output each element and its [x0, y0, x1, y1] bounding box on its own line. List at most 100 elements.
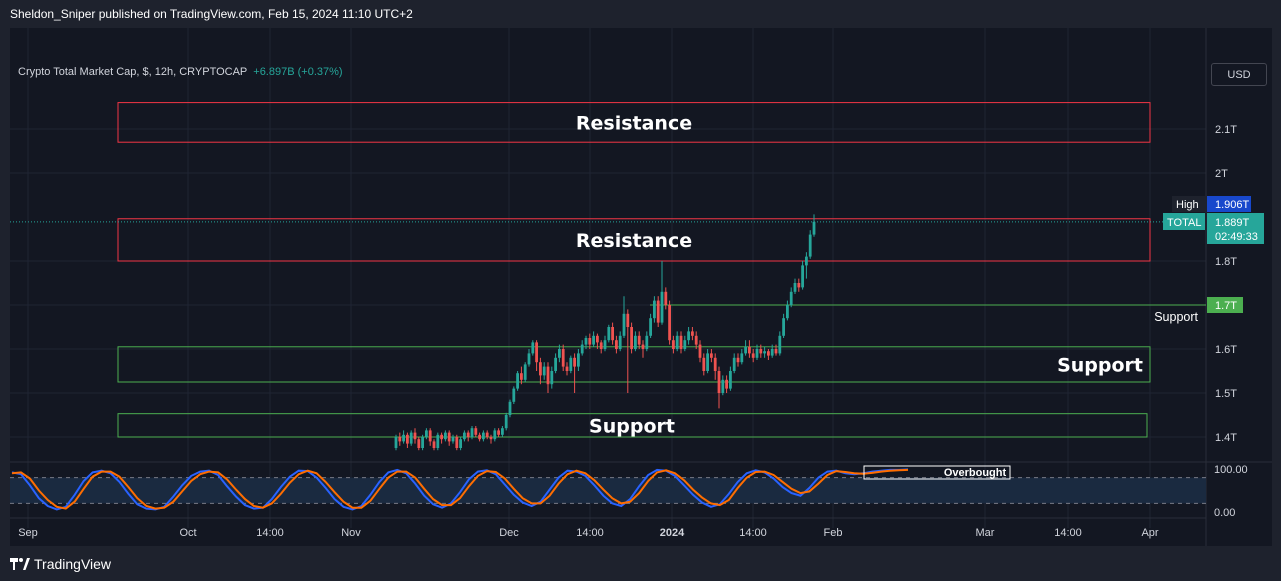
last-price-text: 1.889T [1215, 217, 1250, 229]
support-price-tag [1207, 297, 1243, 313]
candle [744, 346, 747, 354]
candle [793, 283, 797, 292]
candle [656, 300, 660, 323]
candle [698, 344, 702, 358]
candle [542, 366, 546, 376]
candle [641, 344, 645, 349]
candle [535, 342, 538, 363]
candle [501, 428, 504, 435]
candle [687, 331, 690, 341]
candle [789, 291, 793, 305]
candle [447, 432, 451, 442]
candle [797, 283, 801, 288]
candle [626, 313, 630, 327]
candle [432, 441, 436, 448]
candle [417, 439, 421, 448]
candle [683, 340, 687, 349]
candle [398, 437, 402, 442]
price-tick-label: 1.5T [1215, 388, 1237, 400]
candle [516, 373, 519, 389]
candle [444, 432, 447, 440]
stoch-tick-label: 100.00 [1214, 464, 1248, 476]
candle [649, 318, 652, 336]
candle [523, 364, 527, 380]
time-tick-label: Dec [499, 527, 519, 539]
time-tick-label: 14:00 [576, 527, 604, 539]
candle [801, 265, 804, 288]
candle [672, 340, 675, 349]
candle [622, 313, 626, 336]
candle [436, 434, 440, 448]
candle [611, 327, 614, 341]
candle [675, 335, 679, 349]
candle [713, 357, 717, 371]
candle [721, 379, 725, 393]
candle [740, 353, 744, 363]
chart-area[interactable] [10, 28, 1272, 546]
symbol-title[interactable]: Crypto Total Market Cap, $, 12h, CRYPTOC… [18, 66, 248, 78]
candle [508, 401, 512, 415]
candle [660, 291, 664, 323]
zone-label-0: Resistance [576, 112, 692, 134]
price-chart[interactable]: Resistance Resistance Support Support Suppor… [0, 0, 1281, 546]
candle [805, 256, 808, 266]
candle [736, 357, 740, 363]
candle [607, 327, 611, 341]
candle [763, 351, 766, 354]
candle [558, 349, 561, 358]
candle [664, 291, 668, 305]
candle [691, 331, 694, 336]
candle [478, 434, 481, 440]
candle [755, 349, 759, 358]
candle [782, 318, 785, 336]
price-tick-label: 2T [1215, 168, 1228, 180]
candle [702, 357, 706, 371]
candle [786, 305, 789, 319]
high-price-text: 1.906T [1215, 199, 1250, 211]
candle [474, 428, 478, 435]
time-tick-label: 14:00 [1054, 527, 1082, 539]
time-tick-label: Apr [1141, 527, 1158, 539]
brand-label: TradingView [34, 556, 112, 572]
candle [618, 335, 622, 349]
candle [565, 366, 569, 371]
stoch-d-line [11, 468, 909, 510]
zone-support-2 [117, 346, 1151, 383]
candle [812, 221, 816, 235]
candle [592, 335, 595, 345]
chart-legend: Crypto Total Market Cap, $, 12h, CRYPTOC… [18, 66, 343, 78]
tradingview-brand[interactable]: TradingView [10, 556, 111, 572]
support-line-label: Support [1154, 310, 1198, 324]
zone-label-1: Resistance [576, 230, 692, 252]
overbought-label: Overbought [944, 467, 1007, 479]
candle [603, 340, 607, 349]
zone-label-2: Support [1057, 354, 1143, 376]
candle [463, 432, 466, 440]
time-tick-label: Sep [18, 527, 38, 539]
symbol-price-tag [1163, 213, 1205, 230]
candle [569, 357, 573, 371]
candle [634, 335, 637, 349]
candle [615, 340, 618, 349]
currency-button[interactable]: USD [1211, 63, 1267, 86]
candle [440, 434, 443, 440]
candle [421, 437, 424, 448]
candle [729, 371, 732, 389]
candle [732, 357, 736, 371]
candle [451, 437, 455, 442]
candle [425, 430, 428, 437]
zone-resistance-0 [117, 102, 1151, 143]
candle [466, 432, 470, 437]
candle [679, 335, 683, 349]
candle [497, 430, 500, 435]
candle [561, 349, 565, 367]
candle [428, 430, 432, 442]
candle [630, 327, 633, 349]
price-tick-label: 1.6T [1215, 344, 1237, 356]
price-change: +6.897B (+0.37%) [253, 66, 343, 78]
candle [531, 342, 535, 354]
time-tick-label: Feb [824, 527, 843, 539]
price-tick-label: 1.4T [1215, 432, 1237, 444]
candle [748, 346, 751, 354]
candle [808, 234, 812, 257]
